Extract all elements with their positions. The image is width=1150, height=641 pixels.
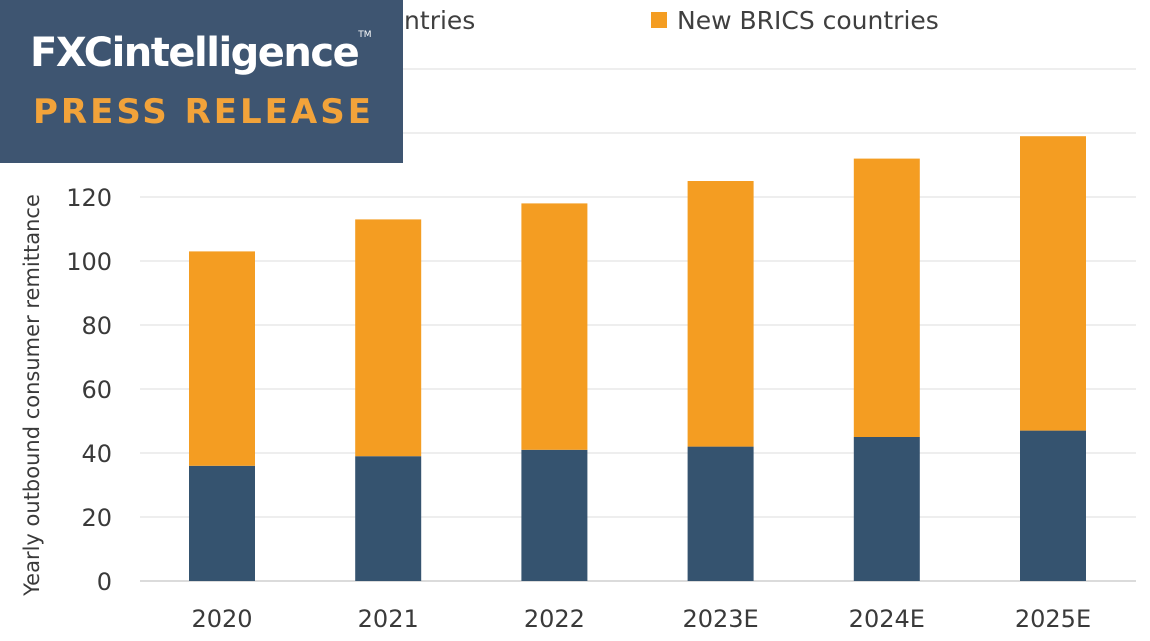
x-tick-label: 2020 (191, 605, 252, 633)
x-tick-label: 2024E (849, 605, 925, 633)
press-release-label: PRESS RELEASE (33, 92, 374, 132)
bar-segment-new-brics (189, 251, 255, 466)
y-tick-label: 40 (81, 440, 112, 468)
gridlines (140, 68, 1136, 582)
x-tick-label: 2021 (358, 605, 419, 633)
bar-segment-new-brics (687, 181, 754, 447)
y-tick-label: 100 (66, 248, 112, 276)
bar-segment-new-brics (521, 203, 588, 450)
bar-segment-brics (853, 437, 920, 581)
y-tick-label: 80 (81, 312, 112, 340)
x-tick-label: 2025E (1015, 605, 1091, 633)
bar-segment-new-brics (355, 219, 422, 457)
y-tick-label: 20 (81, 504, 112, 532)
y-tick-label: 0 (97, 568, 112, 596)
bar-segment-brics (687, 446, 754, 581)
bar-segment-brics (521, 449, 588, 581)
x-tick-label: 2022 (524, 605, 585, 633)
bar-segment-new-brics (1020, 136, 1086, 431)
brand-logo: FXCintelligenceTM (30, 30, 372, 76)
bar-segment-new-brics (853, 158, 920, 437)
bar-segment-brics (189, 465, 255, 581)
legend-swatch (651, 12, 667, 28)
y-axis-ticks: 0 20 40 60 80 100 120 (66, 184, 112, 596)
y-tick-label: 120 (66, 184, 112, 212)
brand-name: FXCintelligence (30, 30, 360, 76)
bars (189, 136, 1086, 581)
y-axis-label: Yearly outbound consumer remittance (20, 194, 44, 597)
bar-segment-brics (355, 456, 422, 581)
y-tick-label: 60 (81, 376, 112, 404)
trademark-mark: TM (358, 30, 372, 40)
legend-label: New BRICS countries (677, 6, 939, 35)
press-release-badge: FXCintelligenceTM PRESS RELEASE (0, 0, 403, 163)
bar-segment-brics (1020, 430, 1086, 581)
x-tick-label: 2023E (682, 605, 758, 633)
x-axis-ticks: 2020 2021 2022 2023E 2024E 2025E (191, 605, 1091, 633)
